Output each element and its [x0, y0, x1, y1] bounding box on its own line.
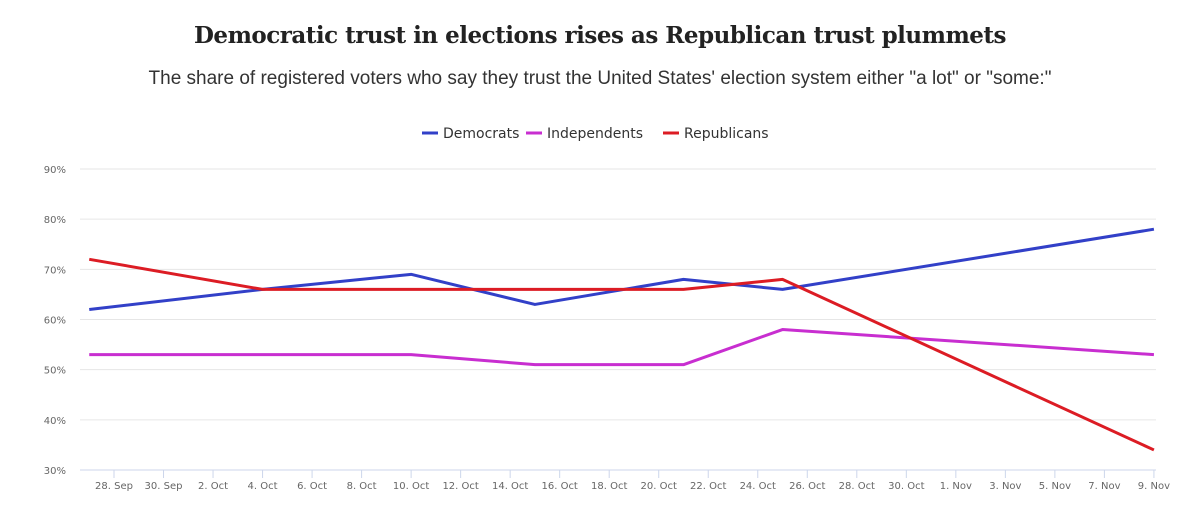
legend-label-democrats: Democrats — [443, 126, 519, 142]
series-line-independents — [89, 328, 1155, 367]
x-tick-label: 2. Oct — [198, 481, 228, 492]
x-tick-label: 3. Nov — [989, 481, 1021, 492]
legend-label-independents: Independents — [547, 126, 643, 142]
x-tick-label: 18. Oct — [591, 481, 627, 492]
x-tick-label: 26. Oct — [789, 481, 825, 492]
x-tick-label: 22. Oct — [690, 481, 726, 492]
y-tick-label: 70% — [44, 265, 66, 276]
x-tick-label: 1. Nov — [940, 481, 972, 492]
x-tick-label: 4. Oct — [248, 481, 278, 492]
y-tick-label: 90% — [44, 165, 66, 176]
y-tick-label: 30% — [44, 466, 66, 477]
x-tick-label: 16. Oct — [541, 481, 577, 492]
y-tick-label: 40% — [44, 416, 66, 427]
series-line-republicans — [88, 257, 1155, 452]
x-tick-label: 8. Oct — [347, 481, 377, 492]
x-tick-label: 24. Oct — [740, 481, 776, 492]
chart-subtitle: The share of registered voters who say t… — [148, 68, 1052, 89]
x-tick-label: 7. Nov — [1088, 481, 1120, 492]
x-tick-label: 30. Oct — [888, 481, 924, 492]
x-tick-label: 6. Oct — [297, 481, 327, 492]
y-tick-label: 80% — [44, 215, 66, 226]
y-tick-label: 60% — [44, 316, 66, 327]
chart-title: Democratic trust in elections rises as R… — [193, 22, 1007, 49]
x-tick-label: 28. Oct — [839, 481, 875, 492]
x-tick-label: 9. Nov — [1138, 481, 1170, 492]
y-tick-label: 50% — [44, 366, 66, 377]
x-tick-label: 12. Oct — [442, 481, 478, 492]
x-tick-label: 14. Oct — [492, 481, 528, 492]
x-tick-label: 30. Sep — [145, 481, 183, 492]
x-tick-label: 20. Oct — [641, 481, 677, 492]
x-tick-label: 5. Nov — [1039, 481, 1071, 492]
legend-label-republicans: Republicans — [684, 126, 769, 142]
x-tick-label: 10. Oct — [393, 481, 429, 492]
x-tick-label: 28. Sep — [95, 481, 133, 492]
